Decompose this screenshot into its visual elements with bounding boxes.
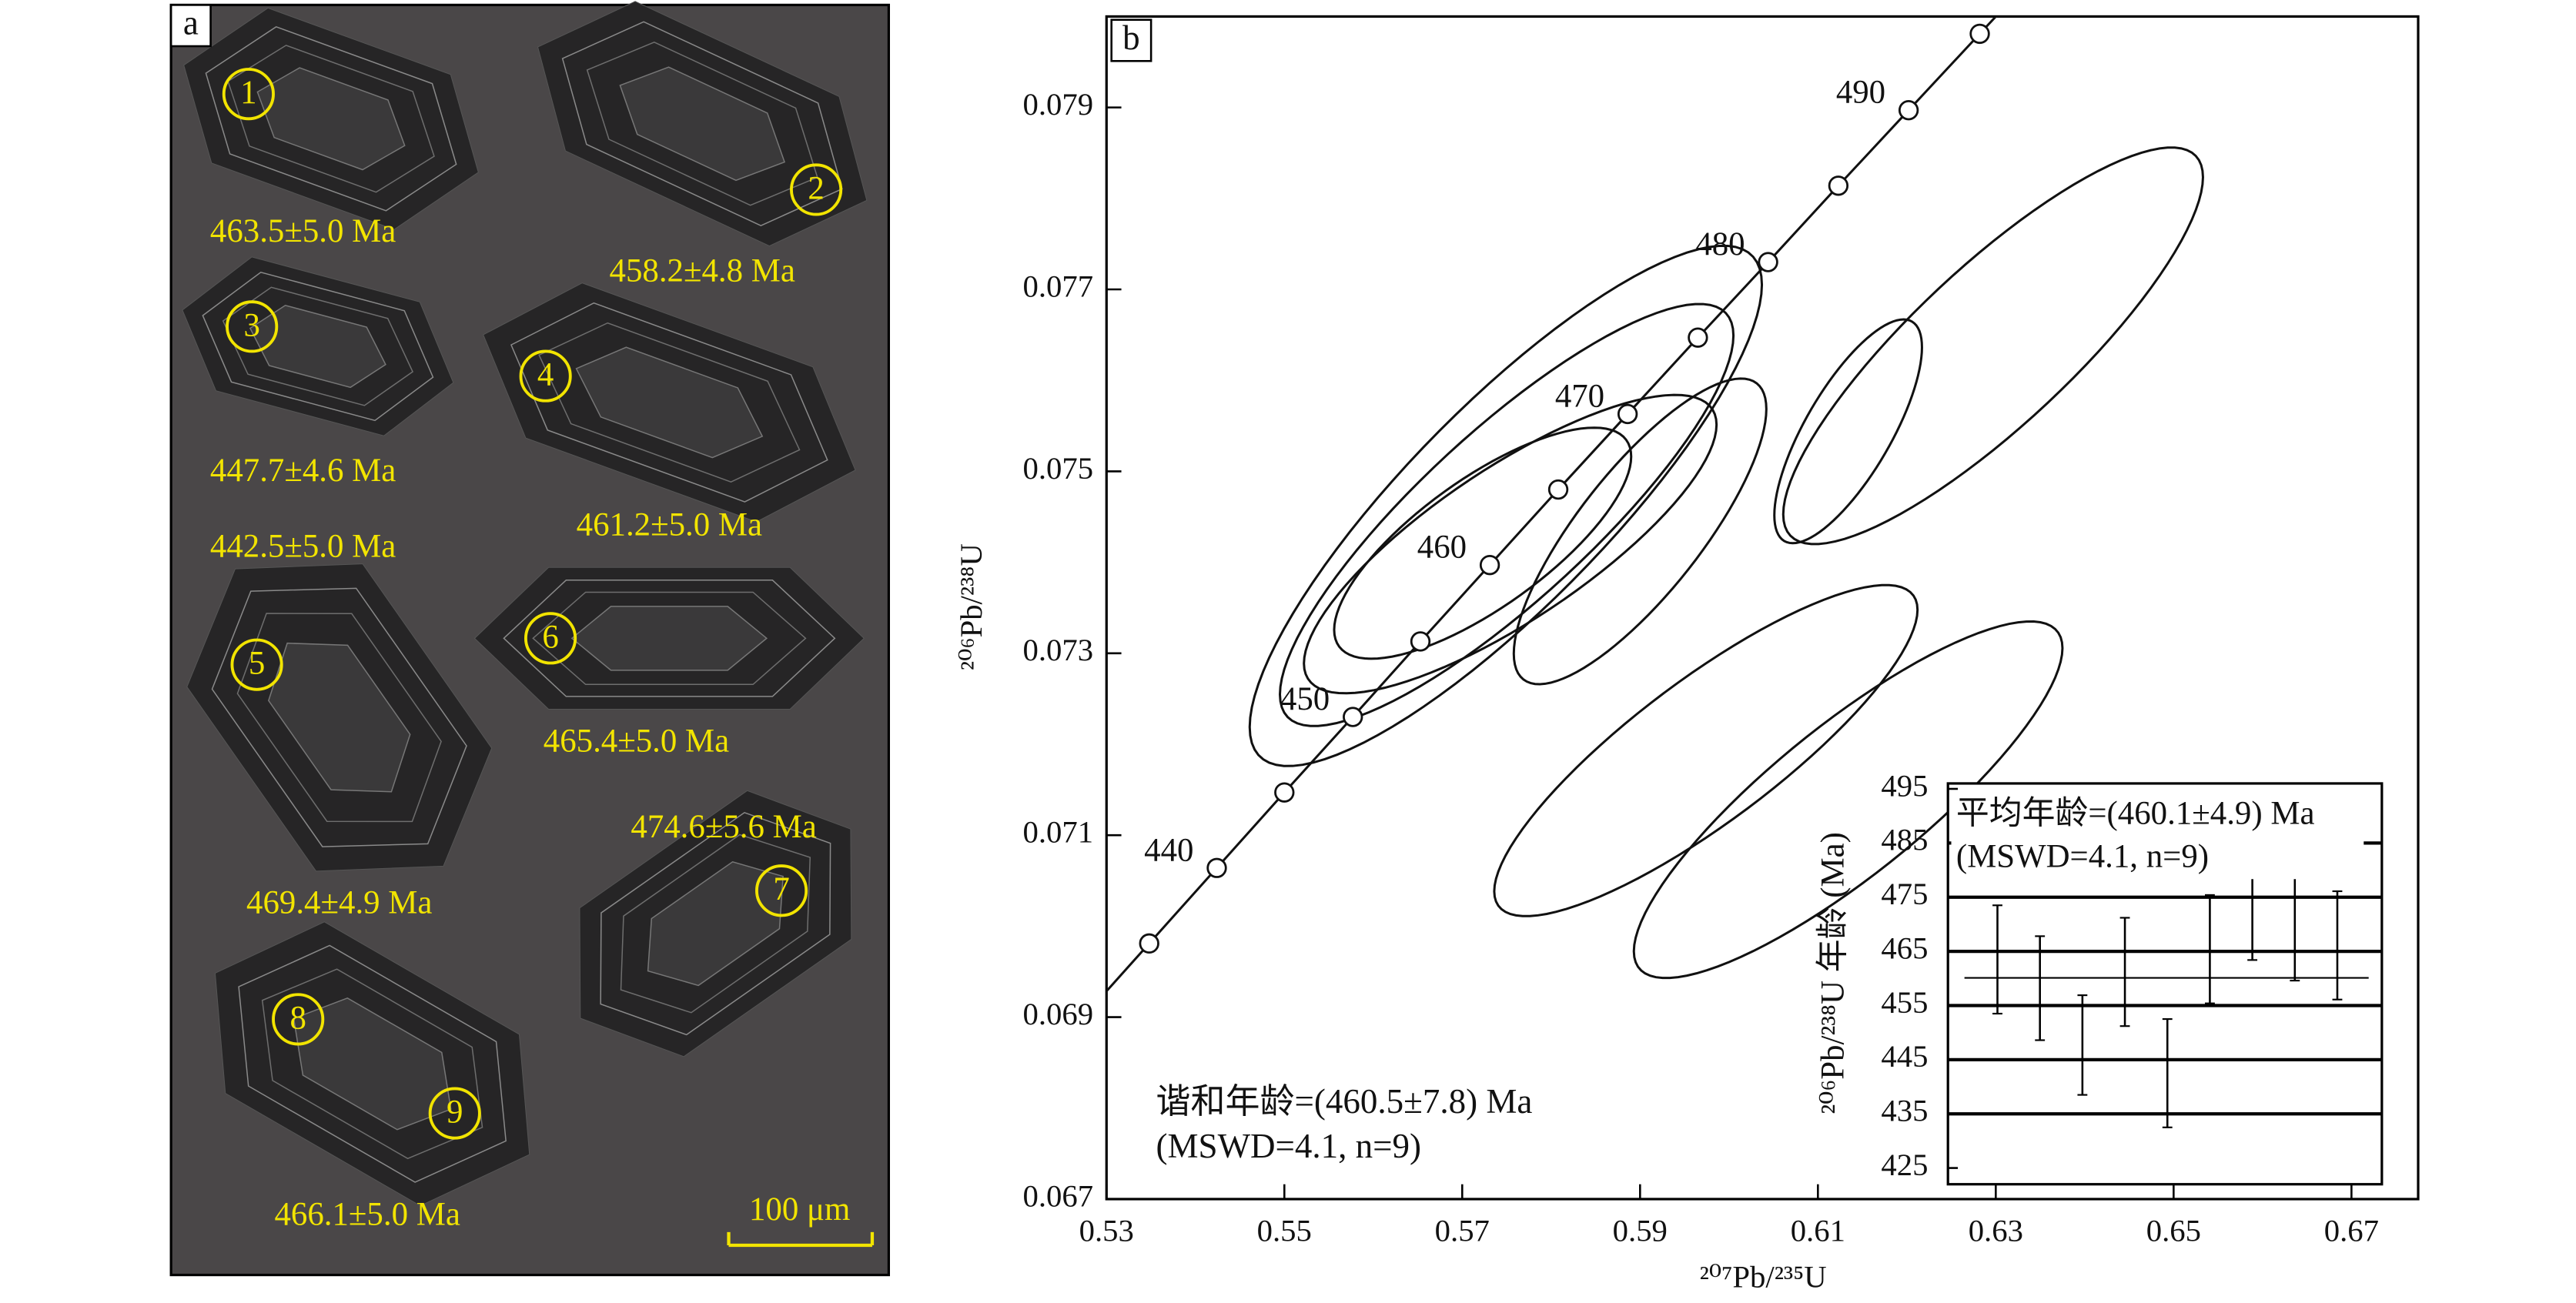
grain-marker bbox=[790, 163, 843, 216]
grain-number: 3 bbox=[243, 307, 259, 343]
grain-marker bbox=[755, 864, 808, 917]
grain-age: 447.7±4.6 Ma bbox=[210, 453, 396, 489]
x-axis-label: ²⁰⁷Pb/²³⁵U bbox=[1700, 1259, 1827, 1294]
x-tick-label: 0.57 bbox=[1435, 1213, 1490, 1248]
grain-age: 458.2±4.8 Ma bbox=[610, 253, 795, 289]
grain-age: 463.5±5.0 Ma bbox=[210, 213, 396, 249]
age-marker bbox=[1828, 175, 1849, 196]
y-tick-label: 0.079 bbox=[1023, 87, 1094, 122]
error-ellipse bbox=[1781, 146, 2204, 546]
age-marker bbox=[1479, 554, 1500, 576]
age-marker bbox=[1547, 479, 1569, 500]
y-tick-label: 0.071 bbox=[1023, 815, 1094, 850]
age-label: 480 bbox=[1695, 226, 1745, 262]
y-tick-label: 0.067 bbox=[1023, 1178, 1094, 1213]
grain-marker bbox=[222, 68, 275, 121]
grain-age: 469.4±4.9 Ma bbox=[246, 884, 432, 920]
age-marker bbox=[1343, 707, 1363, 727]
grain-labels: 1 463.5±5.0 Ma 2 458.2±4.8 Ma 3 447.7±4.6 Ma 4… bbox=[210, 68, 843, 1232]
grain-age: 474.6±5.6 Ma bbox=[631, 809, 816, 845]
annotation: (MSWD=4.1, n=9) bbox=[1156, 1127, 1422, 1165]
grain-age: 465.4±5.0 Ma bbox=[544, 723, 729, 759]
grain-number: 2 bbox=[808, 170, 824, 206]
error-ellipse bbox=[1333, 426, 1633, 660]
error-ellipse bbox=[1773, 318, 1923, 545]
scale-bar-label: 100 μm bbox=[749, 1191, 850, 1228]
panel-b: b ²⁰⁷Pb/²³⁵U ²⁰⁶Pb/²³⁸U 谐和年龄=(460.5±7.8)… bbox=[954, 15, 2420, 1294]
x-tick-label: 0.63 bbox=[1969, 1213, 2023, 1248]
annotation: 平均年龄=(460.1±4.9) Ma bbox=[1956, 796, 2315, 832]
age-label: 490 bbox=[1836, 75, 1885, 111]
y-tick-label: 465 bbox=[1881, 930, 1928, 965]
concordia-extension bbox=[1106, 942, 1150, 994]
error-ellipse bbox=[1278, 302, 1735, 727]
x-tick-label: 0.53 bbox=[1079, 1213, 1134, 1248]
age-marker bbox=[1617, 403, 1638, 425]
age-label: 440 bbox=[1144, 832, 1193, 868]
age-label: 470 bbox=[1555, 379, 1604, 415]
panel-a: a 1 463.5±5.0 Ma 2 458.2±4.8 Ma 3 447.7±4.6 M… bbox=[147, 0, 902, 1275]
x-tick-label: 0.55 bbox=[1257, 1213, 1312, 1248]
error-ellipse bbox=[1248, 244, 1764, 767]
annotation-bg bbox=[1951, 793, 2364, 880]
annotation: 谐和年龄=(460.5±7.8) Ma bbox=[1156, 1082, 1533, 1121]
error-ellipse bbox=[1512, 377, 1768, 686]
y-tick-label: 435 bbox=[1881, 1094, 1928, 1128]
grain-marker bbox=[428, 1087, 481, 1140]
y-tick-label: 455 bbox=[1881, 985, 1928, 1020]
x-tick-label: 0.61 bbox=[1791, 1213, 1845, 1248]
x-tick-label: 0.59 bbox=[1613, 1213, 1668, 1248]
grain-number: 9 bbox=[447, 1094, 463, 1131]
age-marker bbox=[1758, 252, 1778, 272]
x-tick-label: 0.67 bbox=[2324, 1213, 2379, 1248]
grain-marker bbox=[226, 300, 279, 353]
age-marker bbox=[1206, 857, 1227, 878]
error-ellipse bbox=[1493, 583, 1919, 917]
age-marker bbox=[1969, 23, 1990, 45]
grain-number: 1 bbox=[240, 75, 256, 111]
grain-age: 461.2±5.0 Ma bbox=[577, 507, 762, 543]
error-ellipse bbox=[1303, 393, 1718, 695]
grain-marker bbox=[272, 993, 325, 1046]
grain-number: 4 bbox=[537, 357, 554, 393]
age-marker bbox=[1410, 631, 1431, 652]
y-tick-label: 0.069 bbox=[1023, 997, 1094, 1031]
panel-label-box bbox=[169, 4, 212, 48]
y-tick-label: 0.073 bbox=[1023, 633, 1094, 667]
y-axis-label: ²⁰⁶Pb/²³⁸U 年龄 (Ma) bbox=[1815, 832, 1851, 1114]
panel-label: b bbox=[1122, 18, 1139, 57]
x-tick-label: 0.65 bbox=[2146, 1213, 2201, 1248]
y-tick-label: 495 bbox=[1881, 768, 1928, 803]
y-tick-label: 445 bbox=[1881, 1039, 1928, 1074]
age-marker bbox=[1139, 933, 1159, 954]
grain-number: 5 bbox=[249, 646, 265, 682]
grain-number: 6 bbox=[542, 619, 558, 655]
grain-age: 442.5±5.0 Ma bbox=[210, 528, 396, 564]
y-tick-label: 0.075 bbox=[1023, 451, 1094, 486]
grain-marker bbox=[519, 349, 572, 403]
grain-marker bbox=[524, 612, 577, 665]
y-tick-label: 475 bbox=[1881, 877, 1928, 911]
grain-age: 466.1±5.0 Ma bbox=[274, 1196, 460, 1232]
grain-number: 8 bbox=[289, 1000, 306, 1036]
panel-label-box bbox=[1110, 18, 1153, 62]
age-label: 450 bbox=[1280, 681, 1330, 717]
age-marker bbox=[1898, 99, 1919, 121]
y-tick-label: 425 bbox=[1881, 1148, 1928, 1182]
panel-label: a bbox=[183, 4, 199, 42]
grain-marker bbox=[230, 638, 283, 691]
grain-number: 7 bbox=[773, 871, 789, 907]
age-label: 460 bbox=[1417, 530, 1467, 566]
age-marker bbox=[1688, 327, 1708, 348]
annotation: (MSWD=4.1, n=9) bbox=[1956, 838, 2209, 874]
y-tick-label: 485 bbox=[1881, 823, 1928, 857]
y-axis-label: ²⁰⁶Pb/²³⁸U bbox=[954, 543, 989, 670]
y-tick-label: 0.077 bbox=[1023, 269, 1094, 303]
inset: 425 435 445 455 465 475 485 495 平均年龄=(460.1±4.9)… bbox=[1815, 768, 2384, 1186]
age-marker bbox=[1274, 782, 1295, 803]
